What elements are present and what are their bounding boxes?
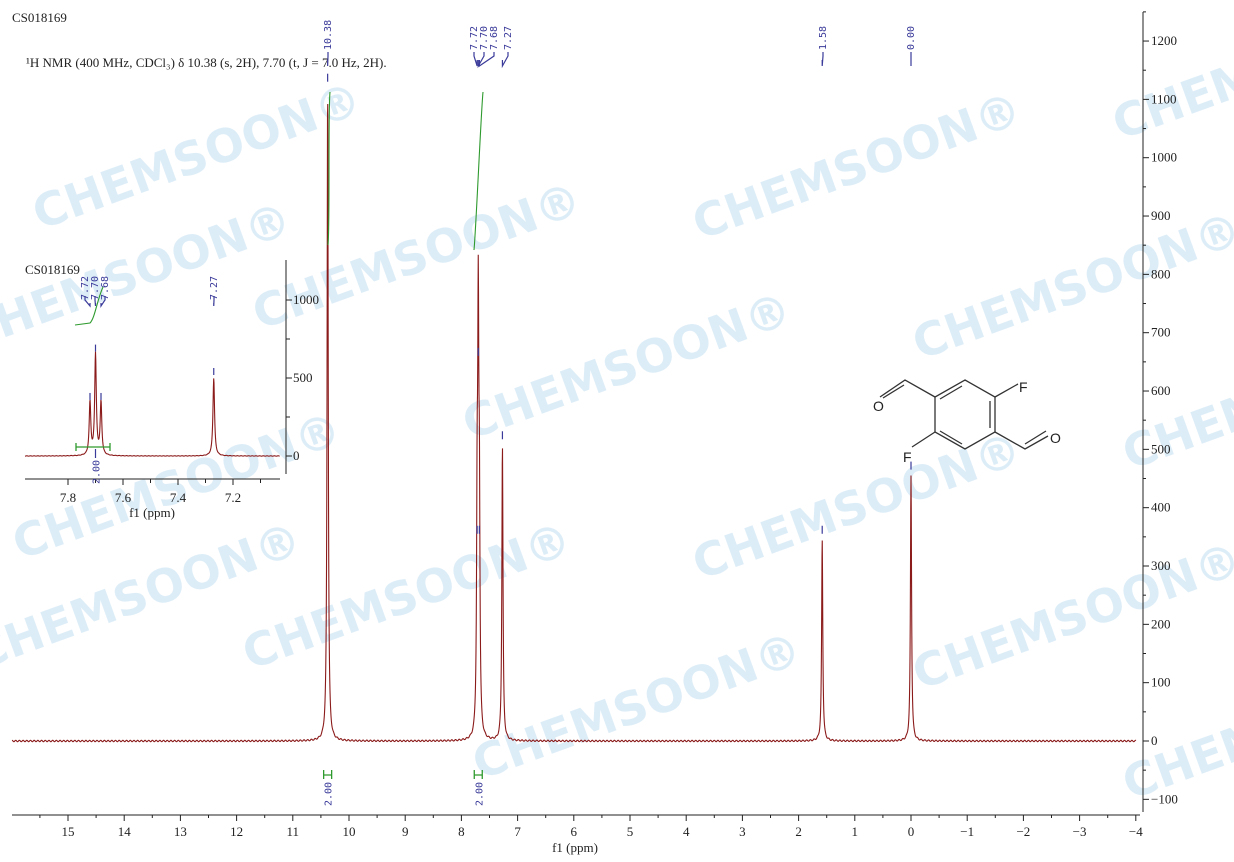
- watermark-text: CHEMSOON®: [25, 71, 368, 240]
- x-tick-label: 3: [739, 824, 746, 839]
- peak-label-connector: [477, 52, 485, 69]
- sample-id: CS018169: [12, 10, 67, 25]
- watermark-text: CHEMSOON®: [905, 531, 1234, 700]
- peak-label: 0.00: [906, 26, 917, 50]
- x-tick-label: 15: [62, 824, 75, 839]
- x-tick-label: 14: [118, 824, 132, 839]
- atom-oxygen: O: [873, 398, 884, 414]
- integral-bracket: [322, 770, 333, 779]
- x-tick-label: −4: [1129, 824, 1143, 839]
- x-tick-label: 7: [514, 824, 521, 839]
- watermark-text: CHEMSOON®: [1115, 311, 1234, 480]
- x-tick-label: 0: [908, 824, 915, 839]
- watermark-text: CHEMSOON®: [1105, 0, 1234, 150]
- ring-double-bonds: [939, 385, 991, 445]
- peak-label: 7.27: [503, 26, 514, 50]
- y-tick-label: 900: [1151, 208, 1171, 223]
- y-tick-label: 400: [1151, 500, 1171, 515]
- x-tick-label: 10: [343, 824, 356, 839]
- spectrum-trace: [11, 104, 1137, 743]
- peak-label-connector: [478, 52, 495, 68]
- x-tick-label: 9: [402, 824, 409, 839]
- inset-x-axis-label: f1 (ppm): [129, 505, 175, 520]
- inset-peak-label: 7.27: [209, 276, 220, 300]
- x-tick-label: 8: [458, 824, 465, 839]
- peak-label-connector: [821, 52, 824, 67]
- inset-plot: CS018169 7.8 7.6 7.4 7.2 f1 (ppm) 1000 500 0 7.72…: [24, 260, 319, 520]
- inset-integral-curve: [74, 286, 104, 326]
- x-tick-label: −1: [960, 824, 974, 839]
- main-plot: 15 14 13 12 11 10 9 8 7 6 5 4 3 2 1 0 −1 −2 −3 −4f1 (ppm)12…: [11, 11, 1178, 855]
- inset-title: CS018169: [25, 262, 80, 277]
- inset-x-tick-label: 7.8: [60, 490, 76, 505]
- atom-oxygen: O: [1050, 430, 1061, 446]
- watermark-text: CHEMSOON®: [455, 281, 798, 450]
- y-tick-label: 100: [1151, 675, 1171, 690]
- x-axis-label: f1 (ppm): [552, 840, 598, 855]
- nmr-description: ¹H NMR (400 MHz, CDCl₃) δ 10.38 (s, 2H),…: [26, 55, 387, 70]
- integral-value: 2.00: [474, 782, 485, 806]
- watermark-text: CHEMSOON®: [465, 621, 808, 790]
- y-tick-label: 500: [1151, 441, 1171, 456]
- spectrum-trace: [24, 351, 280, 457]
- peak-label-connector: [501, 52, 509, 69]
- inset-peak-label: 7.72: [80, 276, 91, 300]
- y-tick-label: −100: [1151, 791, 1178, 806]
- peak-label: 10.38: [323, 20, 334, 50]
- y-tick-label: 0: [1151, 733, 1158, 748]
- atom-fluorine: F: [903, 449, 912, 465]
- x-tick-label: 13: [174, 824, 187, 839]
- watermark-text: CHEMSOON®: [1115, 641, 1234, 810]
- x-tick-label: −3: [1073, 824, 1087, 839]
- y-tick-label: 600: [1151, 383, 1171, 398]
- inset-peak-connector: [84, 296, 91, 308]
- inset-x-tick-label: 7.4: [170, 490, 187, 505]
- peak-label-connector: [473, 52, 478, 67]
- inset-x-tick-label: 7.6: [115, 490, 132, 505]
- inset-integral-bracket: [75, 443, 111, 451]
- peak-label: 1.58: [818, 26, 829, 50]
- watermark-text: CHEMSOON®: [905, 201, 1234, 370]
- molecule-structure: [879, 379, 1049, 450]
- x-tick-label: 2: [795, 824, 802, 839]
- watermark-layer: CHEMSOON®CHEMSOON®CHEMSOON®CHEMSOON®CHEM…: [0, 0, 1234, 810]
- inset-peak-connector: [100, 296, 106, 308]
- x-tick-label: 5: [627, 824, 634, 839]
- x-tick-label: 12: [230, 824, 243, 839]
- y-tick-label: 1100: [1151, 91, 1177, 106]
- x-tick-label: −2: [1016, 824, 1030, 839]
- y-tick-label: 700: [1151, 325, 1171, 340]
- inset-x-tick-label: 7.2: [225, 490, 241, 505]
- x-tick-label: 4: [683, 824, 690, 839]
- x-tick-label: 1: [852, 824, 859, 839]
- watermark-text: CHEMSOON®: [245, 171, 588, 340]
- watermark-text: CHEMSOON®: [685, 81, 1028, 250]
- inset-peak-label: 7.70: [90, 276, 101, 300]
- y-tick-label: 800: [1151, 266, 1171, 281]
- y-tick-label: 1200: [1151, 33, 1177, 48]
- integral-curve: [473, 91, 484, 251]
- integral-bracket: [473, 770, 483, 779]
- y-tick-label: 1000: [1151, 150, 1177, 165]
- y-tick-label: 300: [1151, 558, 1171, 573]
- integral-curve: [327, 91, 331, 246]
- inset-y-tick-label: 500: [293, 370, 313, 385]
- integral-value: 2.00: [324, 782, 335, 806]
- watermark-text: CHEMSOON®: [685, 421, 1028, 590]
- inset-peak-connector: [94, 296, 97, 307]
- x-tick-label: 11: [287, 824, 300, 839]
- inset-integral-value: 2.00: [92, 460, 103, 484]
- y-tick-label: 200: [1151, 616, 1171, 631]
- peak-label: 7.68: [489, 26, 500, 50]
- peak-label: 7.72: [469, 26, 480, 50]
- peak-label: 7.70: [479, 26, 490, 50]
- inset-peak-label: 7.68: [100, 276, 111, 300]
- inset-y-tick-label: 0: [293, 448, 300, 463]
- x-tick-label: 6: [571, 824, 578, 839]
- atom-fluorine: F: [1019, 379, 1028, 395]
- inset-y-tick-label: 1000: [293, 292, 319, 307]
- substituent-bonds: [879, 379, 1049, 450]
